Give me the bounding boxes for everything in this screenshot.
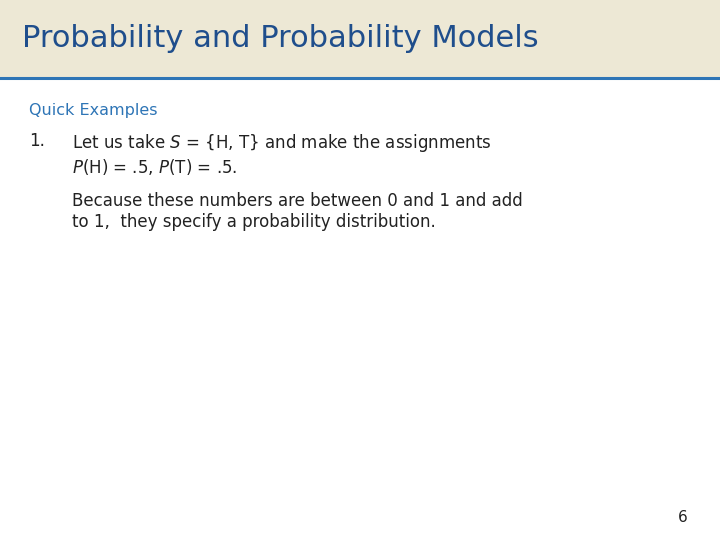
- Text: 6: 6: [678, 510, 688, 525]
- FancyBboxPatch shape: [0, 0, 720, 78]
- Text: Quick Examples: Quick Examples: [29, 103, 157, 118]
- Text: $P$(H) = .5, $P$(T) = .5.: $P$(H) = .5, $P$(T) = .5.: [72, 157, 238, 177]
- Text: Probability and Probability Models: Probability and Probability Models: [22, 24, 539, 53]
- Text: Because these numbers are between 0 and 1 and add: Because these numbers are between 0 and …: [72, 192, 523, 210]
- Text: 1.: 1.: [29, 132, 45, 150]
- Text: to 1,  they specify a probability distribution.: to 1, they specify a probability distrib…: [72, 213, 436, 231]
- Text: Let us take $S$ = {H, T} and make the assignments: Let us take $S$ = {H, T} and make the as…: [72, 132, 492, 154]
